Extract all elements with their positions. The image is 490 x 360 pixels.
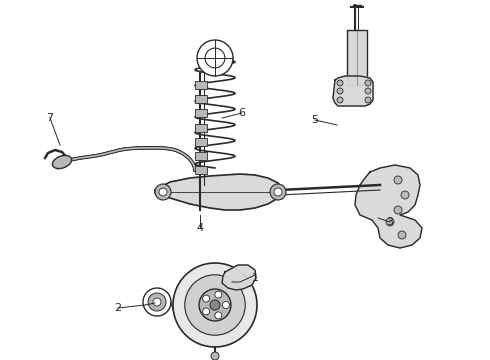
Text: 6: 6: [239, 108, 245, 118]
Circle shape: [365, 80, 371, 86]
Circle shape: [394, 176, 402, 184]
Polygon shape: [333, 76, 373, 106]
Text: 2: 2: [115, 303, 122, 313]
Circle shape: [148, 293, 166, 311]
Circle shape: [210, 300, 220, 310]
Text: 7: 7: [47, 113, 53, 123]
Bar: [195, 109, 207, 117]
Circle shape: [398, 231, 406, 239]
Circle shape: [211, 352, 219, 360]
Circle shape: [222, 302, 229, 309]
Bar: [195, 81, 207, 89]
Circle shape: [394, 206, 402, 214]
Circle shape: [270, 184, 286, 200]
Circle shape: [205, 48, 225, 68]
Circle shape: [153, 298, 161, 306]
Bar: [195, 95, 207, 103]
Ellipse shape: [52, 156, 72, 168]
Circle shape: [159, 188, 167, 196]
Text: 4: 4: [196, 223, 203, 233]
Circle shape: [365, 97, 371, 103]
Circle shape: [401, 191, 409, 199]
Bar: [195, 123, 207, 131]
Circle shape: [155, 184, 171, 200]
Circle shape: [215, 291, 222, 298]
Bar: [195, 152, 207, 160]
Polygon shape: [155, 174, 282, 210]
Bar: [347, 30, 367, 85]
Circle shape: [365, 88, 371, 94]
Circle shape: [203, 308, 210, 315]
Circle shape: [143, 288, 171, 316]
Text: 3: 3: [387, 217, 393, 227]
Polygon shape: [355, 165, 422, 248]
Circle shape: [337, 97, 343, 103]
Circle shape: [199, 289, 231, 321]
Circle shape: [185, 275, 245, 335]
Circle shape: [386, 218, 394, 226]
Bar: [195, 166, 207, 174]
Polygon shape: [222, 265, 256, 290]
Text: 1: 1: [251, 273, 259, 283]
Circle shape: [197, 40, 233, 76]
Circle shape: [337, 80, 343, 86]
Circle shape: [203, 295, 210, 302]
Bar: [195, 138, 207, 146]
Circle shape: [337, 88, 343, 94]
Text: 5: 5: [312, 115, 318, 125]
Circle shape: [274, 188, 282, 196]
Circle shape: [215, 312, 222, 319]
Circle shape: [173, 263, 257, 347]
